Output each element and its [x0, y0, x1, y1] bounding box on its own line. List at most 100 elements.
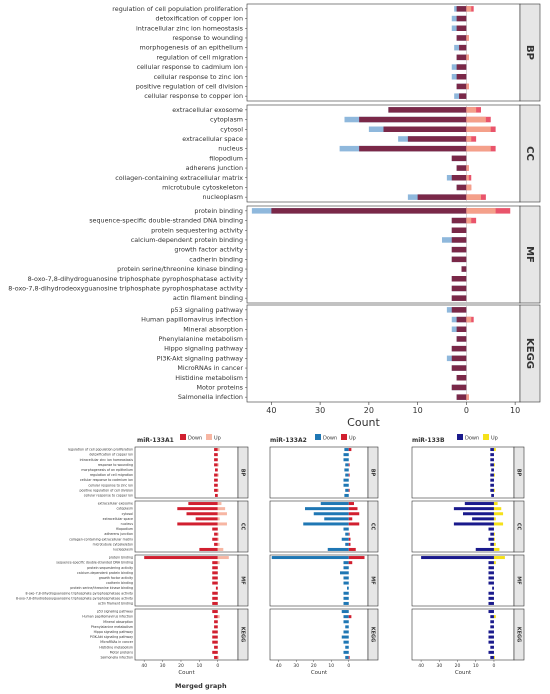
bar-down: [451, 246, 467, 253]
mini-bar-up: [493, 655, 495, 659]
bar-down: [456, 316, 467, 323]
mini-bar-up: [493, 463, 495, 467]
bar-down: [456, 64, 467, 70]
mini-term-label: Salmonella infection: [101, 655, 133, 659]
mini-bar-down: [347, 586, 349, 590]
mini-bar-down: [488, 561, 494, 565]
mini-bar-down: [490, 473, 494, 477]
mini-x-tick-label: 10: [473, 663, 479, 669]
bar-down: [456, 394, 467, 400]
facet-strip-mf: [519, 205, 541, 304]
bar-down: [456, 326, 467, 332]
mini-facet-strip: [513, 554, 525, 607]
mini-bar-up: [348, 537, 351, 541]
mini-bar-up: [348, 522, 360, 526]
term-label: Phenylalanine metabolism: [158, 335, 243, 343]
mini-term-label: Human papillomavirus infection: [82, 615, 133, 619]
mini-facet-panel: [411, 554, 515, 607]
mini-bar-down: [488, 630, 494, 634]
term-label: p53 signaling pathway: [171, 306, 244, 314]
mini-bar-down: [214, 483, 218, 487]
mini-bar-down: [199, 547, 218, 551]
mini-bar-down: [488, 601, 494, 605]
mini-facet-panel: [134, 554, 239, 607]
mini-facet-panel: [269, 608, 369, 661]
bar-down: [456, 35, 467, 41]
facet-strip-bp: [519, 3, 541, 102]
mini-bar-down: [490, 532, 494, 536]
legend-label-up: Up: [491, 436, 498, 442]
mini-bar-down: [212, 561, 218, 565]
mini-bar-down: [343, 640, 349, 644]
mini-bar-up: [348, 448, 352, 452]
mini-bar-down: [212, 591, 218, 595]
mini-x-tick-label: 20: [311, 663, 317, 669]
mini-bar-down: [212, 571, 218, 575]
mini-facet-label: CC: [370, 523, 376, 531]
mini-bar-down: [490, 625, 494, 629]
term-label: cellular response to zinc ion: [154, 73, 243, 81]
term-label: calcium-dependent protein binding: [131, 236, 243, 244]
mini-x-tick-label: 40: [141, 663, 147, 669]
mini-term-label: cadherin binding: [106, 581, 133, 585]
mini-bar-down: [490, 645, 494, 649]
mini-bar-up: [217, 488, 219, 492]
x-tick-label: 10: [413, 406, 423, 415]
facet-label: CC: [524, 146, 535, 161]
bar-up: [466, 184, 472, 191]
mini-bar-up: [348, 502, 354, 506]
mini-bar-up: [217, 615, 220, 619]
mini-facet-strip: [367, 608, 379, 661]
mini-bar-down: [212, 640, 218, 644]
mini-bar-down: [343, 620, 349, 624]
mini-bar-down: [344, 448, 349, 452]
bar-down: [451, 256, 467, 263]
mini-bar-up: [493, 488, 495, 492]
mini-term-label: MicroRNAs in cancer: [100, 640, 133, 644]
bar-down: [459, 44, 467, 51]
mini-facet-strip: [513, 500, 525, 553]
mini-term-label: collagen-containing extracellular matrix: [69, 537, 133, 541]
mini-bar-down: [212, 581, 218, 585]
mini-bar-up: [217, 448, 220, 452]
term-label: sequence-specific double-stranded DNA bi…: [89, 217, 243, 225]
mini-bar-down: [177, 507, 218, 511]
bar-down: [359, 145, 467, 152]
mini-bar-down: [186, 512, 218, 516]
mini-term-label: Motor proteins: [110, 650, 134, 654]
mini-bar-down: [144, 556, 218, 560]
mini-bar-down: [313, 512, 349, 516]
mini-bar-down: [490, 458, 494, 462]
mini-bar-down: [490, 615, 494, 619]
mini-bar-down: [343, 581, 349, 585]
mini-term-label: protein serine/threonine kinase binding: [70, 586, 133, 590]
mini-x-tick-label: 20: [455, 663, 461, 669]
mini-term-label: detoxification of copper ion: [89, 453, 133, 457]
term-label: PI3K-Akt signaling pathway: [157, 354, 244, 362]
facet-strip-cc: [519, 104, 541, 203]
mini-term-label: 8-oxo-7,8-dihydrodeoxyguanosine triphosp…: [16, 596, 133, 600]
mini-bar-down: [345, 463, 349, 467]
mini-bar-down: [421, 556, 494, 560]
bar-up: [466, 116, 486, 123]
term-label: intracellular zinc ion homeostasis: [136, 24, 244, 32]
facet-strip-kegg: [519, 304, 541, 403]
mini-bar-up: [348, 512, 360, 516]
mini-bar-down: [345, 645, 349, 649]
mini-term-label: extracellular space: [103, 517, 133, 521]
bar-down: [388, 107, 467, 113]
facet-panel-kegg: [246, 304, 521, 403]
bar-down: [451, 217, 467, 224]
mini-bar-down: [490, 655, 494, 659]
mini-facet-strip: [513, 446, 525, 499]
mini-bar-down: [212, 601, 218, 605]
mini-bar-down: [343, 630, 349, 634]
mini-bar-down: [343, 650, 349, 654]
mini-bar-down: [488, 610, 494, 614]
mini-term-label: regulation of cell population proliferat…: [68, 448, 133, 452]
term-label: 8-oxo-7,8-dihydroguanosine triphosphate …: [28, 275, 244, 283]
term-label: Human papillomavirus infection: [141, 316, 243, 324]
mini-facet-strip: [367, 554, 379, 607]
mini-facet-label: MF: [516, 576, 522, 584]
mini-bar-down: [343, 478, 349, 482]
